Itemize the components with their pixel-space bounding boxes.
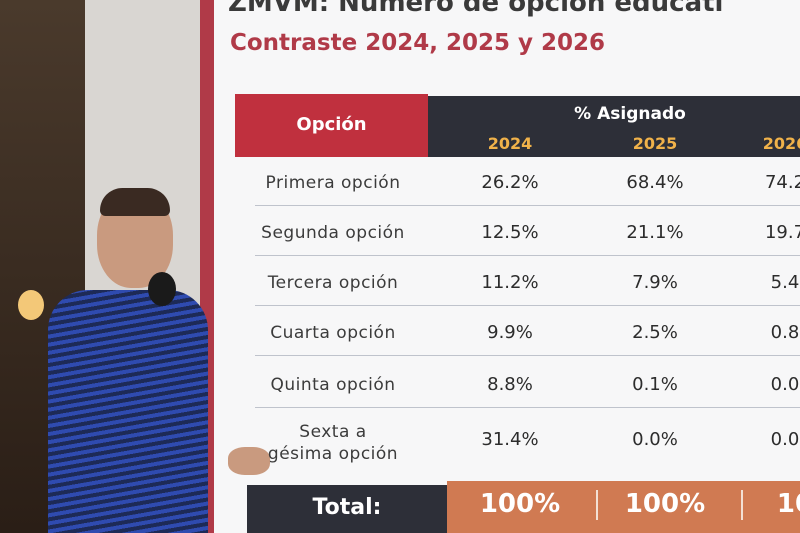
header-year: 2024 <box>487 134 533 153</box>
cell-value: 31.4% <box>481 429 539 450</box>
row-label: Cuarta opción <box>270 323 396 343</box>
slide-subtitle: Contraste 2024, 2025 y 2026 <box>230 30 605 56</box>
presenter-hair <box>100 188 170 216</box>
row-separator <box>255 355 800 356</box>
row-label: Primera opción <box>265 173 401 193</box>
header-option: Opción <box>296 114 367 135</box>
header-option-cell <box>235 94 428 157</box>
cell-value: 7.9% <box>632 272 678 293</box>
row-separator <box>255 407 800 408</box>
presenter-jacket <box>48 290 208 533</box>
cell-value: 0.0% <box>632 429 678 450</box>
row-label: Tercera opción <box>267 273 399 293</box>
total-label: Total: <box>312 495 382 520</box>
cell-value: 12.5% <box>481 222 539 243</box>
row-separator <box>255 205 800 206</box>
row-label: Quinta opción <box>270 375 396 395</box>
slide-title: ZMVM: Número de opción educati <box>228 0 724 18</box>
cell-value: 0.0 <box>770 429 800 450</box>
microphone <box>148 272 176 306</box>
cell-value: 11.2% <box>481 272 539 293</box>
row-separator <box>255 255 800 256</box>
cell-value: 9.9% <box>487 322 533 343</box>
cell-value: 0.0 <box>770 374 800 395</box>
header-year: 2025 <box>632 134 678 153</box>
lamp <box>18 290 44 320</box>
total-value: 100% <box>479 489 561 519</box>
header-assigned: % Asignado <box>574 104 686 124</box>
header-year: 2026 <box>762 134 800 153</box>
total-value: 100% <box>624 489 706 519</box>
total-divider <box>741 490 743 520</box>
row-label: Segunda opción <box>261 223 405 243</box>
cell-value: 0.8 <box>770 322 800 343</box>
total-label-cell <box>247 485 447 533</box>
cell-value: 26.2% <box>481 172 539 193</box>
cell-value: 21.1% <box>626 222 684 243</box>
cell-value: 8.8% <box>487 374 533 395</box>
cell-value: 68.4% <box>626 172 684 193</box>
cell-value: 2.5% <box>632 322 678 343</box>
row-separator <box>255 305 800 306</box>
row-label: Sexta a gésima opción <box>267 422 399 464</box>
cell-value: 19.7 <box>764 222 800 243</box>
total-divider <box>596 490 598 520</box>
header-assigned-cell <box>428 96 800 157</box>
total-value: 10 <box>776 489 800 519</box>
presenter-hand <box>228 447 270 475</box>
cell-value: 74.2 <box>764 172 800 193</box>
cell-value: 5.4 <box>770 272 800 293</box>
cell-value: 0.1% <box>632 374 678 395</box>
